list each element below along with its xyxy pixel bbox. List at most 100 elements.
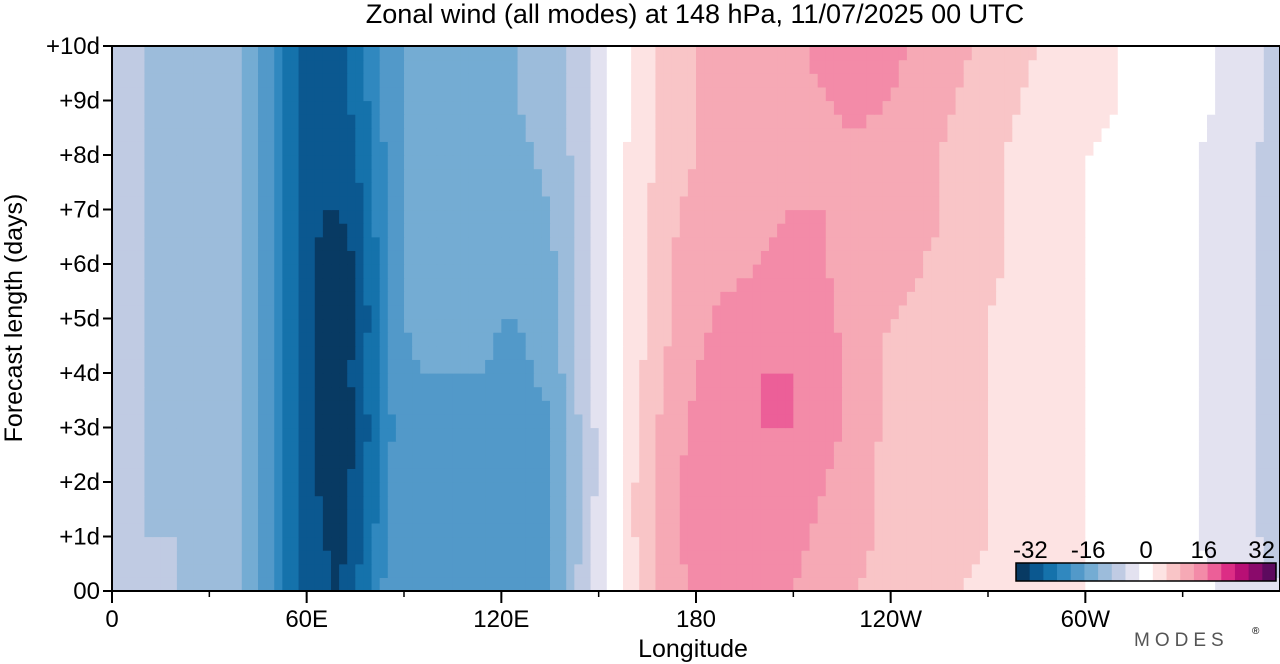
heatmap-cell xyxy=(249,427,259,442)
heatmap-cell xyxy=(1109,264,1119,279)
heatmap-cell xyxy=(1182,304,1192,320)
heatmap-cell xyxy=(817,291,827,306)
heatmap-cell xyxy=(566,182,575,197)
heatmap-cell xyxy=(1028,522,1038,538)
heatmap-cell xyxy=(833,332,843,347)
heatmap-cell xyxy=(452,195,462,211)
heatmap-cell xyxy=(623,359,632,374)
heatmap-cell xyxy=(906,345,916,360)
heatmap-cell xyxy=(1028,250,1038,265)
heatmap-cell xyxy=(1174,318,1184,333)
heatmap-cell xyxy=(517,250,527,265)
heatmap-cell xyxy=(347,482,356,497)
heatmap-cell xyxy=(1166,209,1176,224)
heatmap-cell xyxy=(606,304,616,320)
heatmap-cell xyxy=(517,277,527,292)
heatmap-cell xyxy=(241,291,251,306)
heatmap-cell xyxy=(574,250,584,265)
heatmap-cell xyxy=(347,209,356,224)
heatmap-cell xyxy=(525,182,535,197)
heatmap-cell xyxy=(1044,209,1054,224)
heatmap-cell xyxy=(128,182,137,197)
heatmap-cell xyxy=(842,141,851,156)
heatmap-cell xyxy=(1109,318,1119,333)
heatmap-cell xyxy=(209,250,219,265)
heatmap-cell xyxy=(168,577,178,591)
heatmap-cell xyxy=(720,250,730,265)
heatmap-cell xyxy=(355,536,365,551)
heatmap-cell xyxy=(1012,155,1022,170)
heatmap-cell xyxy=(395,509,405,524)
heatmap-cell xyxy=(395,127,405,142)
heatmap-cell xyxy=(955,482,965,497)
heatmap-cell xyxy=(1247,386,1257,401)
heatmap-cell xyxy=(347,577,356,591)
heatmap-cell xyxy=(436,155,446,170)
heatmap-cell xyxy=(533,155,543,170)
heatmap-cell xyxy=(752,141,762,156)
heatmap-cell xyxy=(517,509,527,524)
heatmap-cell xyxy=(517,264,527,279)
heatmap-cell xyxy=(663,563,673,578)
heatmap-cell xyxy=(1028,182,1038,197)
heatmap-cell xyxy=(744,209,754,224)
heatmap-cell xyxy=(404,509,413,524)
heatmap-cell xyxy=(274,182,283,197)
heatmap-cell xyxy=(712,291,721,306)
heatmap-cell xyxy=(793,250,803,265)
heatmap-cell xyxy=(606,114,616,129)
heatmap-cell xyxy=(809,509,819,524)
heatmap-cell xyxy=(817,155,827,170)
heatmap-cell xyxy=(833,359,843,374)
heatmap-cell xyxy=(1150,441,1159,456)
heatmap-cell xyxy=(1052,509,1062,524)
heatmap-cell xyxy=(898,468,908,483)
heatmap-cell xyxy=(744,386,754,401)
heatmap-cell xyxy=(971,277,981,292)
heatmap-cell xyxy=(1158,522,1168,538)
heatmap-cell xyxy=(241,127,251,142)
heatmap-cell xyxy=(1174,182,1184,197)
heatmap-cell xyxy=(1215,373,1224,388)
heatmap-cell xyxy=(663,209,673,224)
heatmap-cell xyxy=(590,277,600,292)
heatmap-cell xyxy=(1142,482,1151,497)
heatmap-cell xyxy=(395,563,405,578)
heatmap-cell xyxy=(809,155,819,170)
heatmap-cell xyxy=(152,400,162,415)
heatmap-cell xyxy=(501,277,511,292)
heatmap-cell xyxy=(866,277,876,292)
heatmap-cell xyxy=(1069,522,1078,538)
heatmap-cell xyxy=(477,454,486,469)
heatmap-cell xyxy=(420,155,429,170)
heatmap-cell xyxy=(533,495,543,510)
heatmap-cell xyxy=(217,195,227,211)
heatmap-cell xyxy=(533,468,543,483)
heatmap-cell xyxy=(971,509,981,524)
heatmap-cell xyxy=(939,536,949,551)
heatmap-cell xyxy=(704,318,713,333)
heatmap-cell xyxy=(955,182,965,197)
heatmap-cell xyxy=(687,127,697,142)
heatmap-cell xyxy=(485,223,494,238)
heatmap-cell xyxy=(1044,155,1054,170)
heatmap-cell xyxy=(1125,277,1135,292)
heatmap-cell xyxy=(833,195,843,211)
heatmap-cell xyxy=(647,209,657,224)
heatmap-cell xyxy=(1069,236,1078,251)
heatmap-cell xyxy=(120,427,129,442)
heatmap-cell xyxy=(412,250,421,265)
heatmap-cell xyxy=(1239,536,1249,551)
heatmap-cell xyxy=(258,577,267,591)
heatmap-cell xyxy=(679,359,689,374)
heatmap-cell xyxy=(566,400,575,415)
heatmap-cell xyxy=(1158,495,1168,510)
heatmap-cell xyxy=(801,182,811,197)
heatmap-cell xyxy=(833,236,843,251)
heatmap-cell xyxy=(842,318,851,333)
heatmap-cell xyxy=(185,209,194,224)
heatmap-cell xyxy=(777,386,786,401)
heatmap-cell xyxy=(915,482,924,497)
heatmap-cell xyxy=(1263,250,1273,265)
heatmap-cell xyxy=(1174,155,1184,170)
